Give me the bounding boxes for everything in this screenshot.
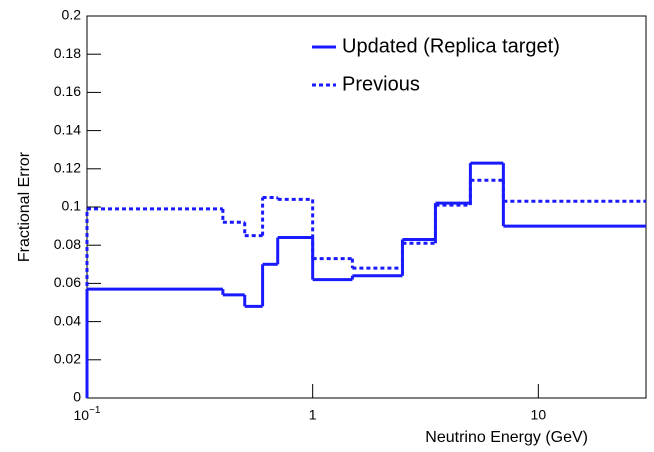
legend-label: Updated (Replica target) — [342, 35, 560, 57]
y-tick-label: 0.08 — [54, 236, 81, 252]
x-tick-base: 10 — [74, 407, 90, 423]
y-tick-label: 0.14 — [54, 121, 81, 137]
legend-label: Previous — [342, 73, 420, 95]
y-axis-label: Fractional Error — [16, 151, 33, 262]
x-tick-exponent: −1 — [89, 405, 101, 416]
y-tick-label: 0.18 — [54, 45, 81, 61]
y-tick-label: 0.16 — [54, 83, 81, 99]
x-tick-label: 10−1 — [74, 405, 101, 423]
y-tick-label: 0.1 — [62, 198, 82, 214]
x-tick-label: 1 — [309, 407, 317, 423]
y-tick-label: 0.2 — [62, 7, 82, 23]
x-axis-label: Neutrino Energy (GeV) — [425, 429, 588, 446]
y-tick-label: 0.06 — [54, 274, 81, 290]
y-tick-label: 0 — [73, 389, 81, 405]
y-tick-label: 0.04 — [54, 312, 81, 328]
y-tick-label: 0.02 — [54, 351, 81, 367]
y-tick-label: 0.12 — [54, 160, 81, 176]
x-tick-label: 10 — [531, 407, 547, 423]
